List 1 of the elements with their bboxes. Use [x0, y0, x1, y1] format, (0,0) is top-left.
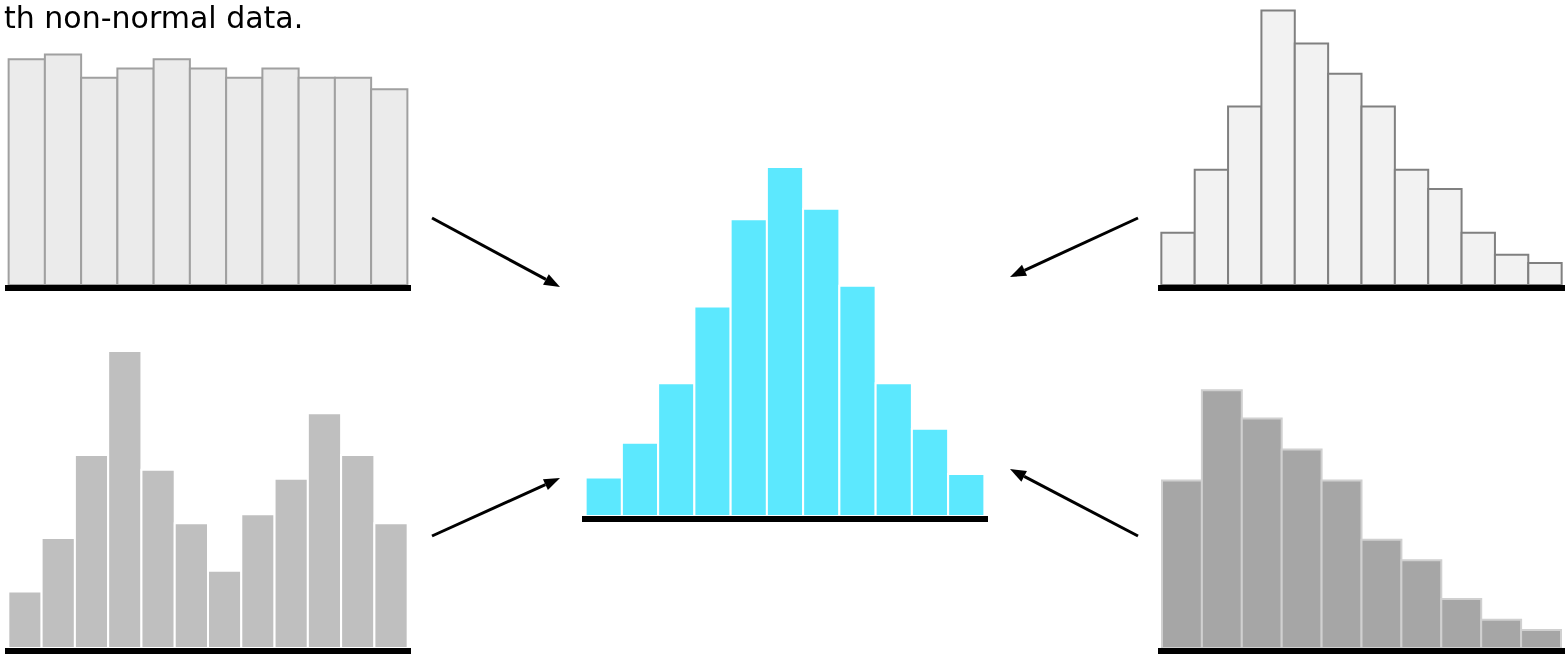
chart-title: th non-normal data.	[4, 0, 304, 35]
